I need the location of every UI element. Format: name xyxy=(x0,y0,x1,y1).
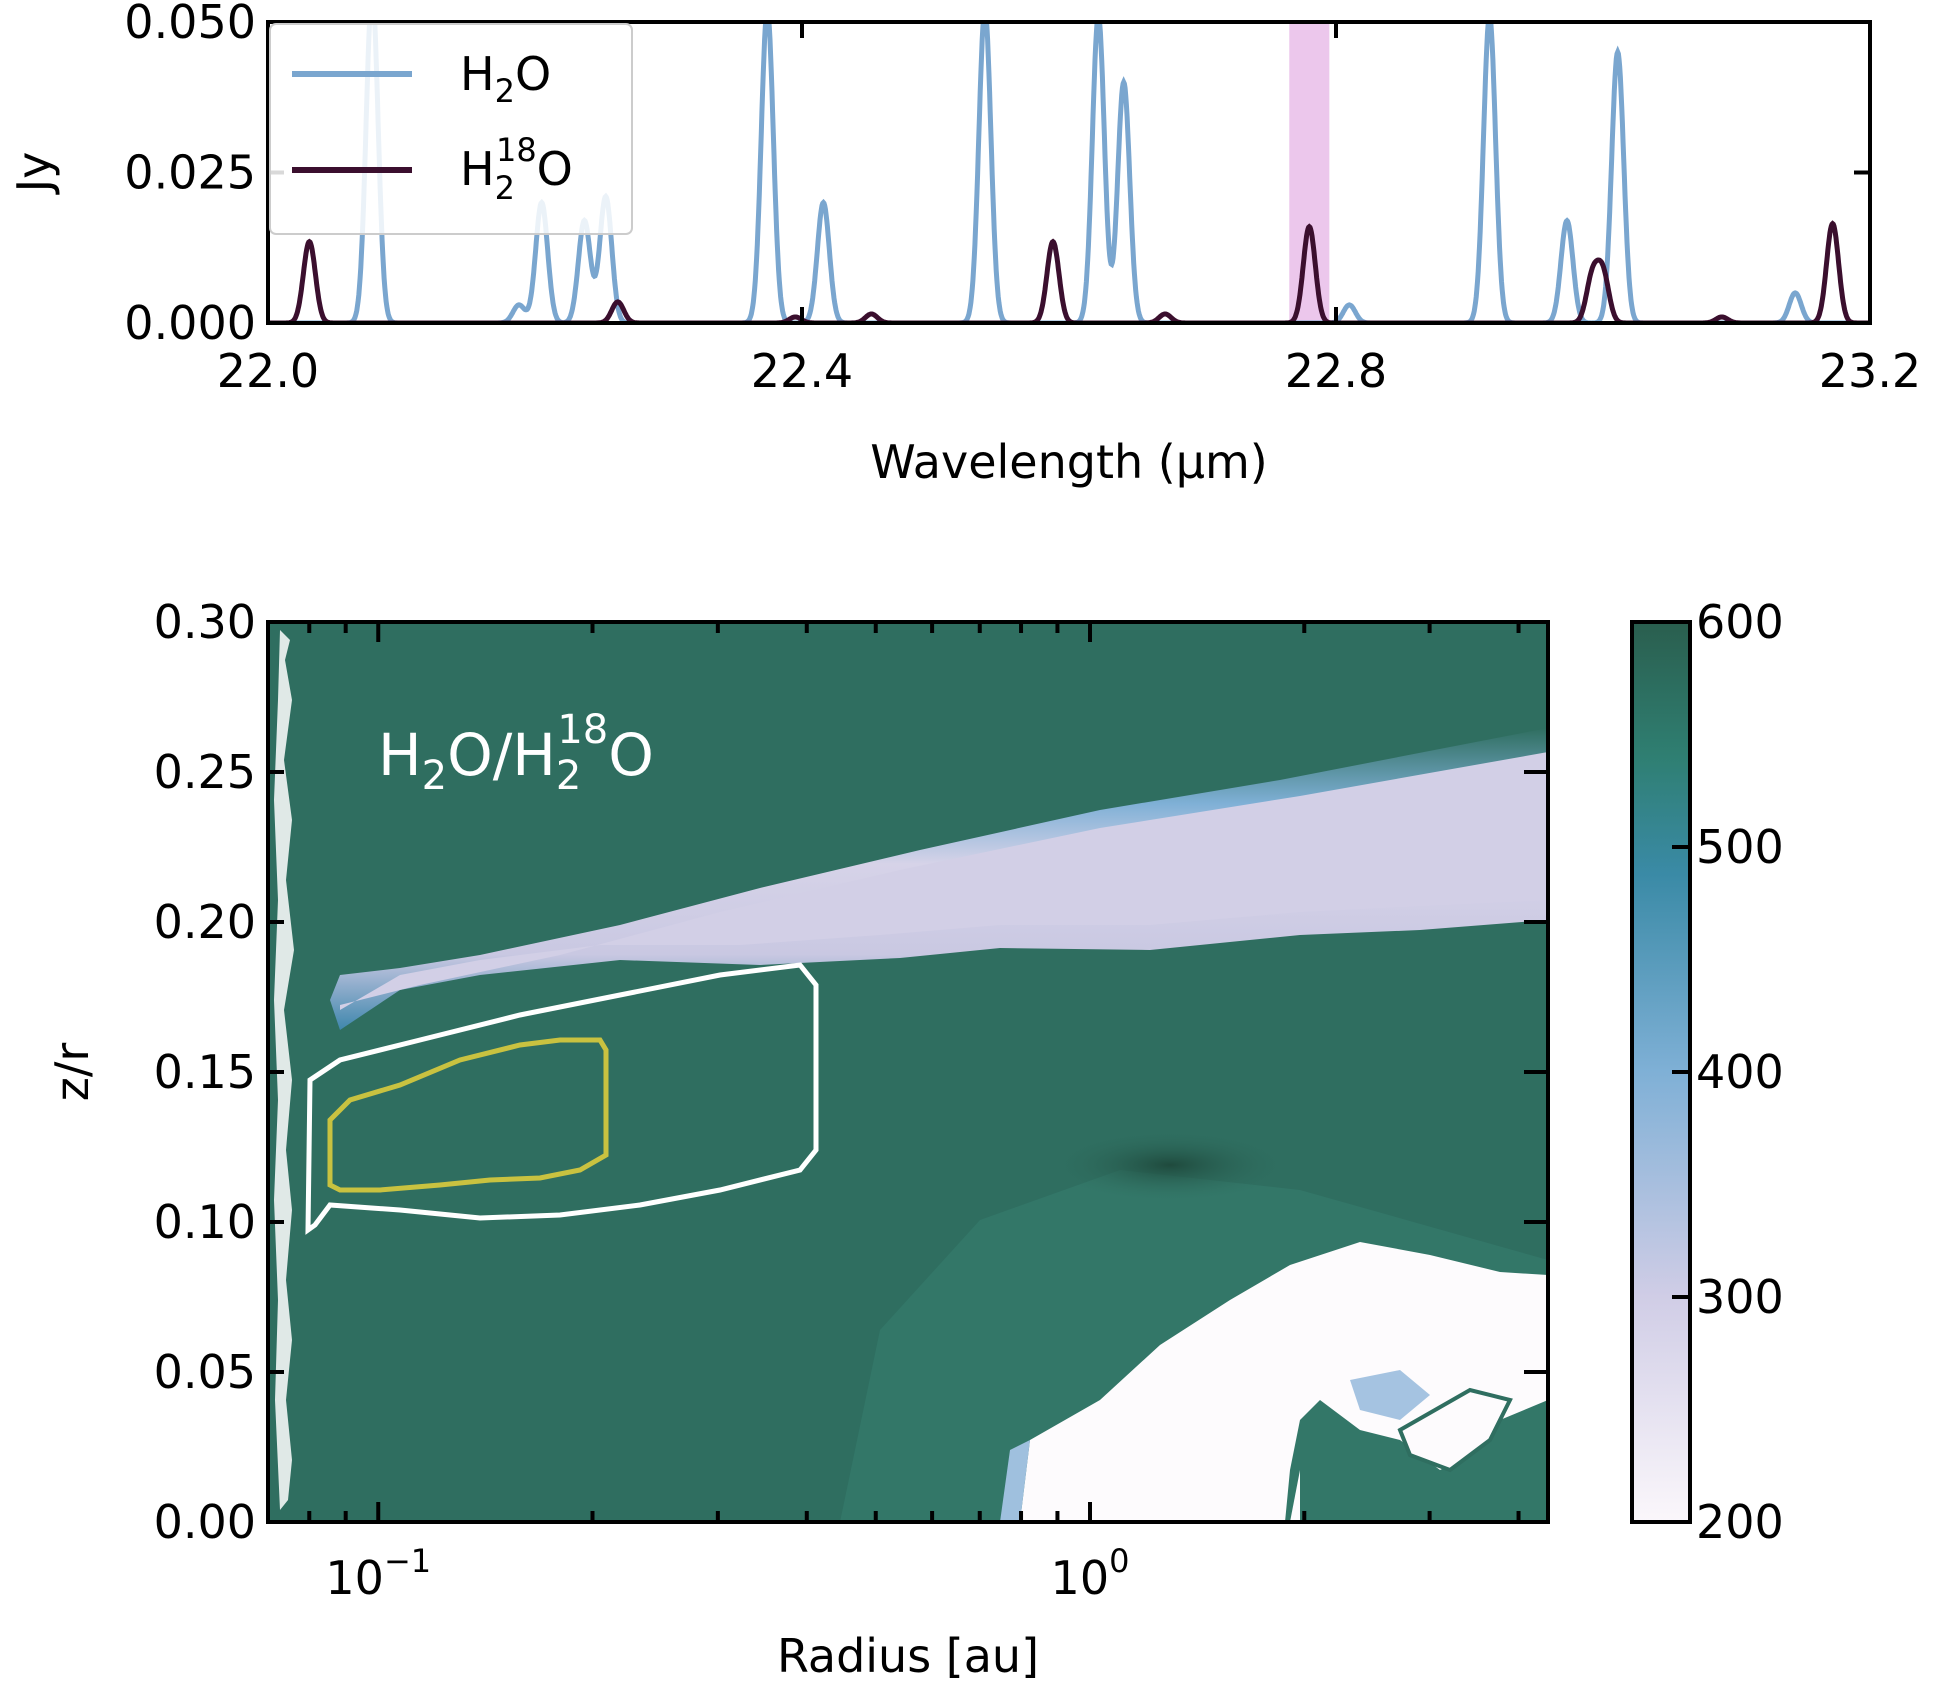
heatmap-x-tick-label: 10−1 xyxy=(325,1542,431,1605)
spectrum-x-axis-label: Wavelength (μm) xyxy=(870,435,1267,489)
heatmap-y-tick-label: 0.10 xyxy=(154,1195,256,1249)
legend-box xyxy=(269,23,633,235)
heatmap-y-tick-label: 0.25 xyxy=(154,745,256,799)
spectrum-x-tick-label: 22.4 xyxy=(751,344,853,398)
spectrum-panel: 22.0 22.4 22.8 23.2 0.000 0.025 0.050 Waveleng… xyxy=(7,0,1921,489)
heatmap-panel: 10−1 100 0.00 0.05 0.10 0.15 0.20 0.25 0.30 H2O/… xyxy=(45,595,1784,1683)
heatmap-annotation: H2O/H218O xyxy=(378,707,654,799)
heatmap-x-tick-label: 100 xyxy=(1051,1542,1130,1605)
heatmap-x-axis-label: Radius [au] xyxy=(777,1629,1039,1683)
contour-outer xyxy=(305,962,819,1235)
legend-entry-h2o: H2O xyxy=(460,47,551,110)
heatmap-y-tick-label: 0.05 xyxy=(154,1345,256,1399)
legend: H2O H218O xyxy=(269,23,633,235)
heatmap-y-axis-label: z/r xyxy=(45,1043,99,1102)
legend-entry-h218o: H218O xyxy=(460,131,573,207)
heatmap-y-tick-label: 0.30 xyxy=(154,595,256,649)
colorbar-tick-label: 200 xyxy=(1696,1495,1784,1549)
spectrum-x-tick-label: 22.0 xyxy=(217,344,319,398)
spectrum-x-tick-label: 23.2 xyxy=(1819,344,1921,398)
colorbar-tick-label: 600 xyxy=(1696,595,1784,649)
heatmap-y-tick-label: 0.00 xyxy=(154,1495,256,1549)
spectrum-y-tick-label: 0.050 xyxy=(124,0,256,49)
heatmap-y-tick-label: 0.15 xyxy=(154,1045,256,1099)
colorbar-tick-label: 400 xyxy=(1696,1045,1784,1099)
spectrum-y-tick-label: 0.000 xyxy=(124,296,256,350)
heatmap-y-tick-label: 0.20 xyxy=(154,895,256,949)
heatmap-region-dark-spot xyxy=(1050,1130,1290,1200)
spectrum-x-tick-label: 22.8 xyxy=(1285,344,1387,398)
series-line-h2o xyxy=(268,22,1870,323)
colorbar-tick-label: 500 xyxy=(1696,820,1784,874)
series-line-h218o xyxy=(268,220,1870,323)
contour-inner xyxy=(327,1037,609,1193)
spectrum-y-axis-label: Jy xyxy=(7,152,61,196)
colorbar-tick-label: 300 xyxy=(1696,1270,1784,1324)
spectrum-y-tick-label: 0.025 xyxy=(124,146,256,200)
highlight-band xyxy=(1289,22,1330,323)
